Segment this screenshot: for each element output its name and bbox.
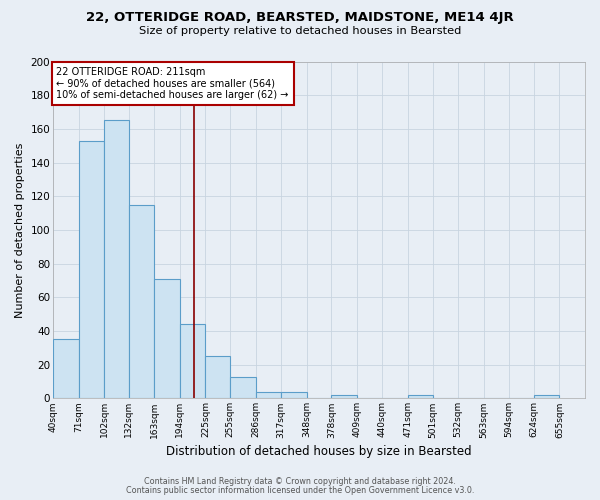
Bar	[281, 392, 307, 398]
Bar	[79, 140, 104, 398]
Text: Contains public sector information licensed under the Open Government Licence v3: Contains public sector information licen…	[126, 486, 474, 495]
Bar	[104, 120, 129, 398]
Bar	[53, 340, 79, 398]
Bar	[129, 204, 154, 398]
Bar	[256, 392, 281, 398]
Bar	[205, 356, 230, 399]
Bar	[154, 279, 180, 398]
Text: Size of property relative to detached houses in Bearsted: Size of property relative to detached ho…	[139, 26, 461, 36]
Text: Contains HM Land Registry data © Crown copyright and database right 2024.: Contains HM Land Registry data © Crown c…	[144, 477, 456, 486]
Text: 22 OTTERIDGE ROAD: 211sqm
← 90% of detached houses are smaller (564)
10% of semi: 22 OTTERIDGE ROAD: 211sqm ← 90% of detac…	[56, 66, 289, 100]
Text: 22, OTTERIDGE ROAD, BEARSTED, MAIDSTONE, ME14 4JR: 22, OTTERIDGE ROAD, BEARSTED, MAIDSTONE,…	[86, 11, 514, 24]
Bar	[534, 395, 559, 398]
Bar	[331, 395, 357, 398]
Bar	[180, 324, 205, 398]
Bar	[408, 395, 433, 398]
Bar	[230, 376, 256, 398]
X-axis label: Distribution of detached houses by size in Bearsted: Distribution of detached houses by size …	[166, 444, 472, 458]
Y-axis label: Number of detached properties: Number of detached properties	[15, 142, 25, 318]
